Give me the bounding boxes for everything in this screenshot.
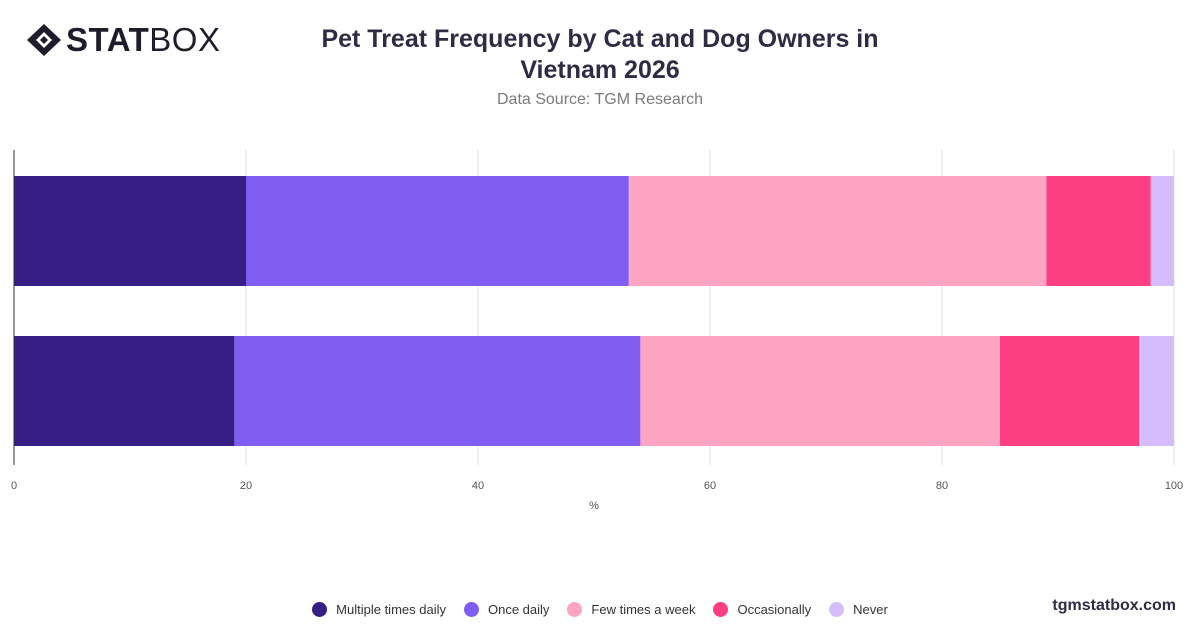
legend-label: Multiple times daily [336, 602, 446, 617]
bar-segment-2-3 [640, 336, 1000, 446]
logo: STATBOX [26, 22, 220, 58]
logo-diamond-icon [27, 24, 61, 56]
legend-swatch [312, 602, 328, 617]
bar-segment-1-4 [1046, 176, 1151, 286]
legend-label: Occasionally [737, 602, 812, 617]
legend-swatch [567, 602, 583, 617]
bar-segment-1-2 [246, 176, 629, 286]
chart-title: Pet Treat Frequency by Cat and Dog Owner… [321, 25, 879, 84]
bar-segment-2-2 [234, 336, 641, 446]
legend-swatch [713, 602, 729, 617]
logo-word-light: BOX [149, 21, 221, 58]
chart-subtitle: Data Source: TGM Research [496, 91, 703, 108]
x-tick-label: 80 [936, 480, 948, 492]
x-tick-label: 40 [472, 480, 484, 492]
bar-segment-2-1 [14, 336, 235, 446]
legend-swatch [829, 602, 845, 617]
footer-site-link[interactable]: tgmstatbox.com [1052, 597, 1176, 614]
legend-item[interactable]: Never [829, 602, 888, 617]
legend-item[interactable]: Few times a week [567, 602, 695, 617]
legend-swatch [463, 602, 479, 617]
legend-label: Few times a week [591, 602, 696, 617]
logo-wordmark: STATBOX [66, 22, 220, 58]
chart-legend: Multiple times daily Once daily Few times … [0, 602, 1200, 617]
x-axis-label: % [589, 500, 599, 512]
logo-word-bold: STAT [66, 21, 150, 58]
bar-segment-2-5 [1139, 336, 1174, 446]
bar-segment-1-5 [1150, 176, 1174, 286]
chart-plot: 0 20 40 60 80 100% [11, 150, 1183, 512]
legend-item[interactable]: Multiple times daily [312, 602, 446, 617]
x-tick-label: 0 [11, 480, 17, 492]
x-tick-label: 20 [240, 480, 252, 492]
bar-segment-1-1 [14, 176, 246, 286]
legend-item[interactable]: Occasionally [713, 602, 811, 617]
x-tick-label: 60 [704, 480, 716, 492]
legend-label: Once daily [487, 602, 550, 617]
legend-item[interactable]: Once daily [463, 602, 550, 617]
bar-segment-2-4 [1000, 336, 1140, 446]
bar-segment-1-3 [628, 176, 1047, 286]
x-tick-label: 100 [1165, 480, 1183, 492]
legend-label: Never [853, 602, 888, 617]
